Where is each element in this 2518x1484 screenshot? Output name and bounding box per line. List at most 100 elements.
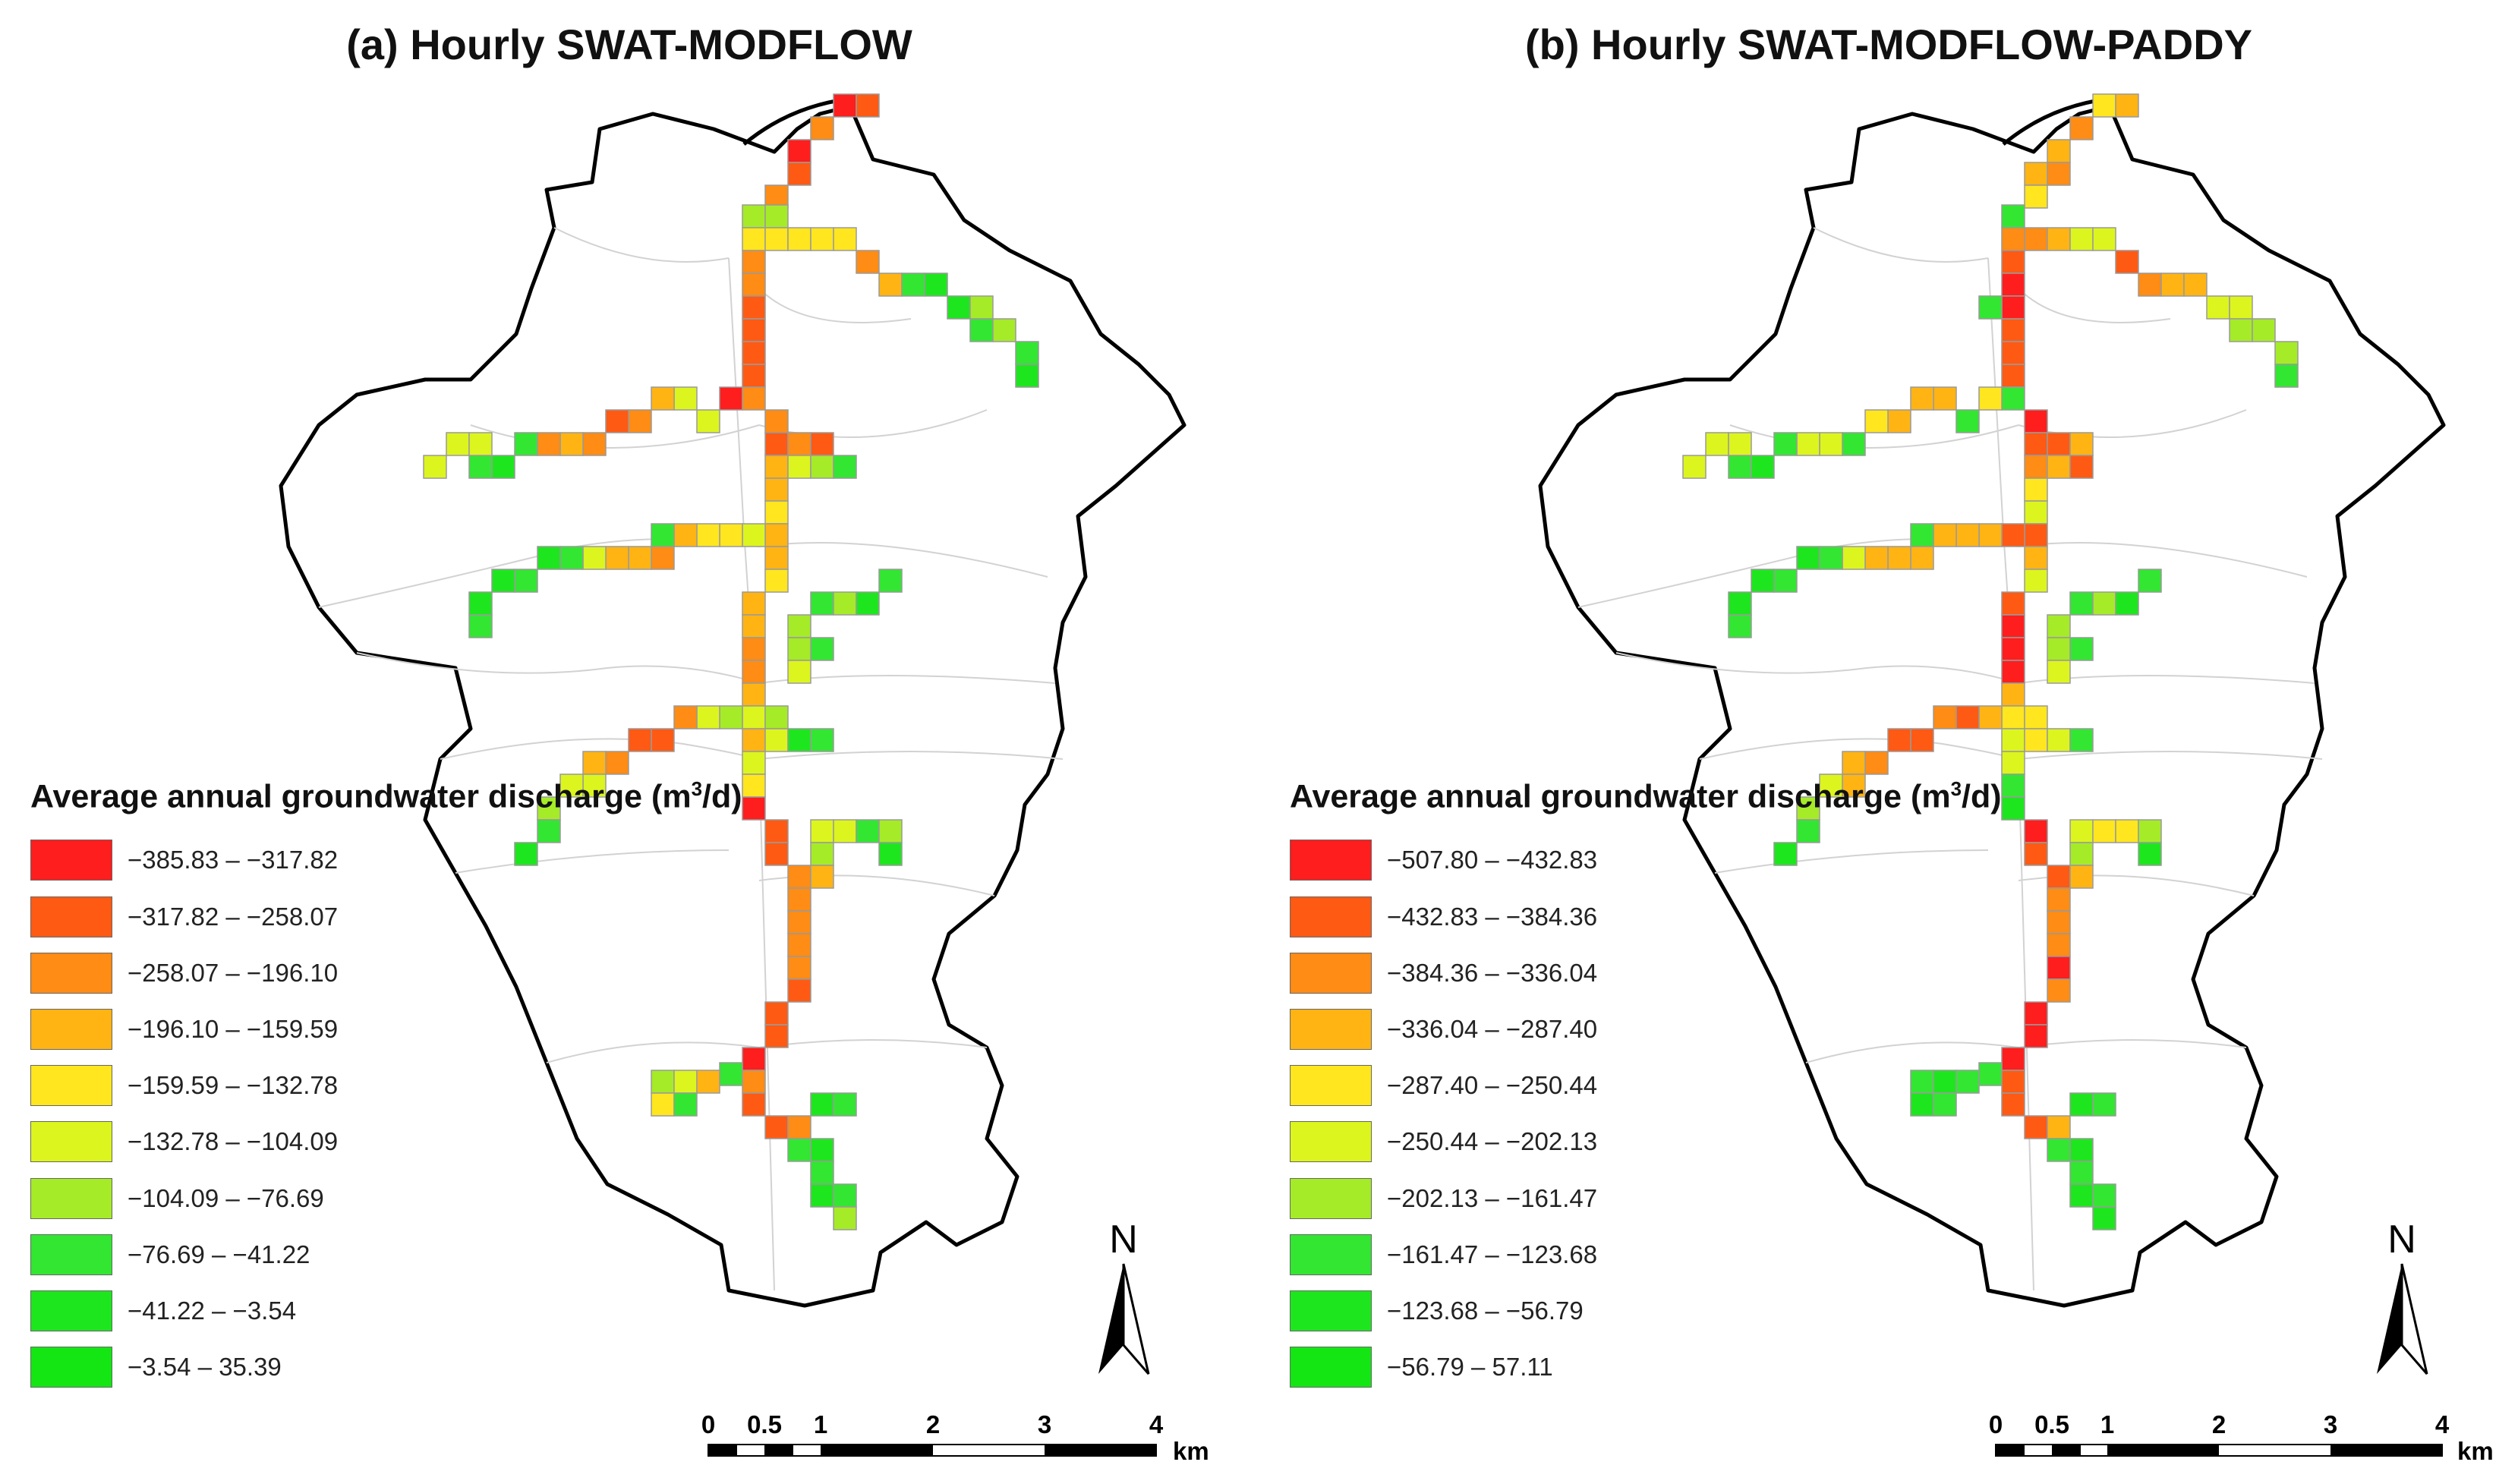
north-arrow: N	[1098, 1218, 1150, 1375]
legend-swatch	[1290, 1008, 1372, 1050]
legend-label: −76.69 – −41.22	[128, 1240, 310, 1268]
legend-label: −3.54 – 35.39	[128, 1353, 282, 1382]
legend-label: −159.59 – −132.78	[128, 1071, 339, 1100]
legend-label: −132.78 – −104.09	[128, 1127, 339, 1156]
scale-bar: 0 0.5 1 2 3 4 km	[1989, 1410, 2494, 1465]
legend-item: −132.78 – −104.09	[30, 1114, 742, 1170]
legend-label: −250.44 – −202.13	[1387, 1127, 1598, 1156]
scale-unit: km	[1173, 1437, 1209, 1465]
north-label: N	[1109, 1218, 1138, 1262]
scale-tick: 2	[2212, 1410, 2226, 1438]
legend-items: −385.83 – −317.82 −317.82 – −258.07 −258.0…	[30, 832, 742, 1395]
scale-bar: 0 0.5 1 2 3 4 km	[701, 1410, 1209, 1465]
legend-swatch	[1290, 1290, 1372, 1331]
legend-item: −196.10 – −159.59	[30, 1001, 742, 1057]
legend-swatch	[1290, 952, 1372, 994]
scale-tick: 0	[701, 1410, 715, 1438]
legend: Average annual groundwater discharge (m3…	[1290, 765, 2002, 1395]
discharge-cells	[423, 93, 1039, 1230]
legend-swatch	[30, 952, 112, 994]
legend-label: −161.47 – −123.68	[1387, 1240, 1598, 1268]
legend-swatch	[30, 1290, 112, 1331]
scale-tick: 3	[2324, 1410, 2337, 1438]
legend-title-sup: 3	[691, 777, 703, 800]
legend-title-text: Average annual groundwater discharge (m	[30, 778, 692, 815]
legend-title-sup: 3	[1950, 777, 1962, 800]
legend-swatch	[30, 1234, 112, 1275]
legend-swatch	[30, 840, 112, 881]
legend-title-text: Average annual groundwater discharge (m	[1290, 778, 1951, 815]
scale-tick: 4	[2435, 1410, 2450, 1438]
legend-label: −384.36 – −336.04	[1387, 958, 1598, 987]
legend-label: −202.13 – −161.47	[1387, 1183, 1598, 1212]
north-arrow: N	[2377, 1218, 2428, 1375]
scale-tick: 0	[1989, 1410, 2003, 1438]
watershed-map: N 0 0.5 1 2 3 4 km	[1538, 93, 2494, 1465]
legend-title-end: /d)	[702, 778, 742, 815]
scale-unit: km	[2457, 1437, 2494, 1465]
discharge-cells	[1682, 93, 2299, 1230]
north-label: N	[2387, 1218, 2416, 1262]
legend-swatch	[1290, 1234, 1372, 1275]
scale-tick: 0.5	[2034, 1410, 2069, 1438]
scale-tick: 4	[1149, 1410, 1164, 1438]
scale-tick: 3	[1038, 1410, 1051, 1438]
scale-tick: 2	[926, 1410, 940, 1438]
legend-label: −56.79 – 57.11	[1387, 1353, 1553, 1382]
legend-label: −196.10 – −159.59	[128, 1014, 339, 1043]
legend-swatch	[1290, 1065, 1372, 1107]
legend-item: −336.04 – −287.40	[1290, 1001, 2002, 1057]
legend-swatch	[1290, 1347, 1372, 1388]
scale-tick: 1	[2100, 1410, 2114, 1438]
legend: Average annual groundwater discharge (m3…	[30, 765, 742, 1395]
panel-title: (a) Hourly SWAT-MODFLOW	[346, 20, 912, 68]
legend-swatch	[30, 1065, 112, 1107]
map-panel-a: (a) Hourly SWAT-MODFLOW	[30, 20, 1209, 1465]
legend-item: −258.07 – −196.10	[30, 945, 742, 1001]
legend-item: −317.82 – −258.07	[30, 889, 742, 945]
map-panel-b: (b) Hourly SWAT-MODFLOW-PADDY	[1259, 0, 2518, 1484]
legend-item: −41.22 – −3.54	[30, 1283, 742, 1339]
legend-swatch	[1290, 1177, 1372, 1219]
legend-items: −507.80 – −432.83 −432.83 – −384.36 −384.3…	[1290, 832, 2002, 1395]
legend-label: −432.83 – −384.36	[1387, 902, 1598, 931]
legend-swatch	[30, 1347, 112, 1388]
legend-item: −56.79 – 57.11	[1290, 1339, 2002, 1395]
legend-label: −123.68 – −56.79	[1387, 1296, 1584, 1325]
watershed-map: N 0 0.5 1 2 3 4 km	[279, 93, 1209, 1465]
legend-label: −41.22 – −3.54	[128, 1296, 297, 1325]
legend-swatch	[30, 1008, 112, 1050]
legend-item: −507.80 – −432.83	[1290, 832, 2002, 888]
legend-label: −258.07 – −196.10	[128, 958, 339, 987]
legend-item: −161.47 – −123.68	[1290, 1227, 2002, 1283]
legend-swatch	[1290, 840, 1372, 881]
legend-label: −317.82 – −258.07	[128, 902, 339, 931]
legend-label: −287.40 – −250.44	[1387, 1071, 1598, 1100]
legend-item: −384.36 – −336.04	[1290, 945, 2002, 1001]
legend-title: Average annual groundwater discharge (m3…	[1290, 765, 2002, 820]
legend-item: −104.09 – −76.69	[30, 1170, 742, 1226]
legend-swatch	[30, 1177, 112, 1219]
legend-swatch	[1290, 896, 1372, 937]
legend-item: −123.68 – −56.79	[1290, 1283, 2002, 1339]
legend-item: −3.54 – 35.39	[30, 1339, 742, 1395]
legend-label: −104.09 – −76.69	[128, 1183, 324, 1212]
legend-swatch	[30, 896, 112, 937]
panel-title: (b) Hourly SWAT-MODFLOW-PADDY	[1524, 20, 2252, 68]
scale-tick: 1	[814, 1410, 827, 1438]
scale-tick: 0.5	[747, 1410, 782, 1438]
legend-item: −287.40 – −250.44	[1290, 1057, 2002, 1114]
legend-item: −250.44 – −202.13	[1290, 1114, 2002, 1170]
legend-item: −159.59 – −132.78	[30, 1057, 742, 1114]
legend-label: −385.83 – −317.82	[128, 846, 339, 874]
legend-label: −336.04 – −287.40	[1387, 1014, 1598, 1043]
legend-item: −432.83 – −384.36	[1290, 889, 2002, 945]
legend-title: Average annual groundwater discharge (m3…	[30, 765, 742, 820]
legend-item: −385.83 – −317.82	[30, 832, 742, 888]
legend-swatch	[30, 1121, 112, 1163]
legend-title-end: /d)	[1962, 778, 2002, 815]
legend-item: −76.69 – −41.22	[30, 1227, 742, 1283]
legend-label: −507.80 – −432.83	[1387, 846, 1598, 874]
legend-item: −202.13 – −161.47	[1290, 1170, 2002, 1226]
legend-swatch	[1290, 1121, 1372, 1163]
